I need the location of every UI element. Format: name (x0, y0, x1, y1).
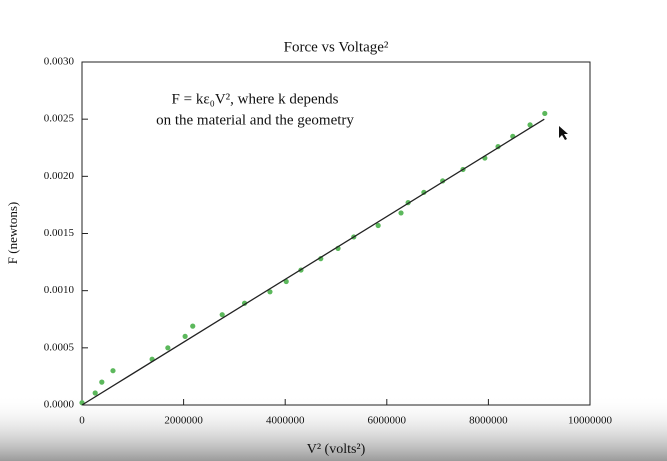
y-tick-label: 0.0020 (44, 170, 75, 182)
annotation: F = kε₀V², where k depends (172, 91, 339, 107)
y-tick-label: 0.0010 (44, 284, 75, 296)
x-tick-label: 2000000 (164, 415, 203, 427)
point (92, 390, 98, 396)
x-tick-label: 6000000 (368, 415, 407, 427)
bottom-shade (0, 395, 667, 461)
point (182, 333, 188, 339)
point (398, 210, 404, 216)
point (99, 379, 105, 385)
annotation: on the material and the geometry (156, 112, 354, 128)
point (190, 323, 196, 329)
y-tick-label: 0.0015 (44, 227, 75, 239)
x-tick-label: 10000000 (568, 415, 613, 427)
chart-title: Force vs Voltage² (284, 39, 389, 55)
point (527, 122, 533, 128)
cursor (559, 126, 568, 140)
x-tick-label: 4000000 (266, 415, 305, 427)
point (318, 256, 324, 262)
point (219, 312, 225, 318)
point (267, 289, 273, 295)
point (542, 110, 548, 117)
x-tick-label: 0 (79, 415, 85, 427)
y-tick-label: 0.0000 (44, 399, 75, 411)
point (165, 345, 171, 351)
y-axis-label: F (newtons) (5, 202, 20, 264)
point (110, 368, 116, 374)
y-tick-label: 0.0005 (44, 341, 75, 353)
fit-line (81, 118, 545, 406)
x-tick-label: 8000000 (469, 415, 508, 427)
point (421, 189, 427, 195)
point (375, 222, 381, 229)
y-tick-label: 0.0030 (44, 56, 75, 68)
x-axis-label: V² (volts²) (307, 442, 366, 457)
y-tick-label: 0.0025 (44, 113, 75, 125)
